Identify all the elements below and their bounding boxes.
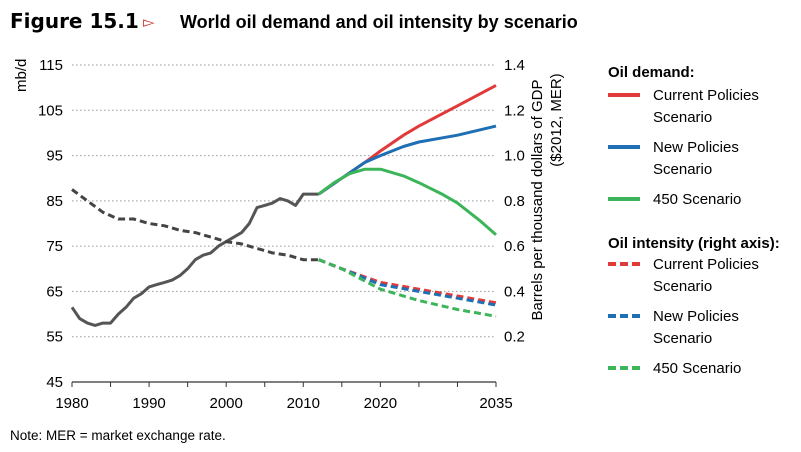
x-tick-label: 1990 <box>132 395 165 412</box>
figure-number: Figure 15.1 <box>10 9 139 33</box>
y-right-tick-label: 1.4 <box>504 57 525 74</box>
y-left-tick-label: 75 <box>46 238 63 255</box>
x-tick-label: 2035 <box>479 395 512 412</box>
y-right-tick-label: 0.8 <box>504 193 525 210</box>
y-right-tick-label: 1.0 <box>504 148 525 165</box>
y-right-tick-label: 1.2 <box>504 102 525 119</box>
y-left-tick-label: 65 <box>46 283 63 300</box>
intensity-series-line <box>71 188 319 262</box>
y-left-tick-label: 105 <box>38 102 63 119</box>
intensity-series-line <box>318 258 497 318</box>
left-axis-label: mb/d <box>13 59 30 92</box>
legend-label: Scenario <box>653 278 712 295</box>
intensity-series-line <box>318 258 497 305</box>
legend-label: 450 Scenario <box>653 191 741 208</box>
demand-series-line <box>317 167 497 236</box>
x-tick-label: 2010 <box>287 395 320 412</box>
figure-marker-icon: ▻ <box>143 13 155 31</box>
y-left-tick-label: 95 <box>46 148 63 165</box>
y-left-tick-label: 45 <box>46 374 63 391</box>
series-lines <box>70 84 497 327</box>
legend-label: Scenario <box>653 109 712 126</box>
y-left-tick-label: 115 <box>39 57 63 74</box>
legend: Oil demand: Oil intensity (right axis): … <box>608 64 780 377</box>
axes <box>71 381 497 387</box>
demand-series-line <box>70 192 319 327</box>
x-tick-label: 2000 <box>209 395 242 412</box>
legend-label: Scenario <box>653 161 712 178</box>
legend-label: Scenario <box>653 330 712 347</box>
y-right-tick-label: 0.2 <box>504 329 525 346</box>
y-left-tick-label: 85 <box>46 193 63 210</box>
figure-note: Note: MER = market exchange rate. <box>10 428 226 443</box>
x-tick-label: 2020 <box>364 395 397 412</box>
right-axis-label-line1: Barrels per thousand dollars of GDP <box>529 80 546 321</box>
demand-series-line <box>317 124 497 196</box>
legend-label: 450 Scenario <box>653 360 741 377</box>
legend-header-demand: Oil demand: <box>608 64 695 81</box>
legend-label: New Policies <box>653 139 739 156</box>
legend-label: Current Policies <box>653 87 759 104</box>
tick-labels: 45 55 65 75 85 95 105 115 0.2 0.4 0.6 0.8 1.0 1.2 1.4 1… <box>38 57 525 412</box>
legend-label: Current Policies <box>653 256 759 273</box>
figure-title: World oil demand and oil intensity by sc… <box>180 12 578 32</box>
y-right-tick-label: 0.6 <box>504 238 525 255</box>
y-left-tick-label: 55 <box>46 329 63 346</box>
x-tick-label: 1980 <box>55 395 88 412</box>
y-right-tick-label: 0.4 <box>504 283 525 300</box>
right-axis-label-line2: ($2012, MER) <box>548 73 565 166</box>
legend-header-intensity: Oil intensity (right axis): <box>608 235 780 252</box>
legend-label: New Policies <box>653 308 739 325</box>
